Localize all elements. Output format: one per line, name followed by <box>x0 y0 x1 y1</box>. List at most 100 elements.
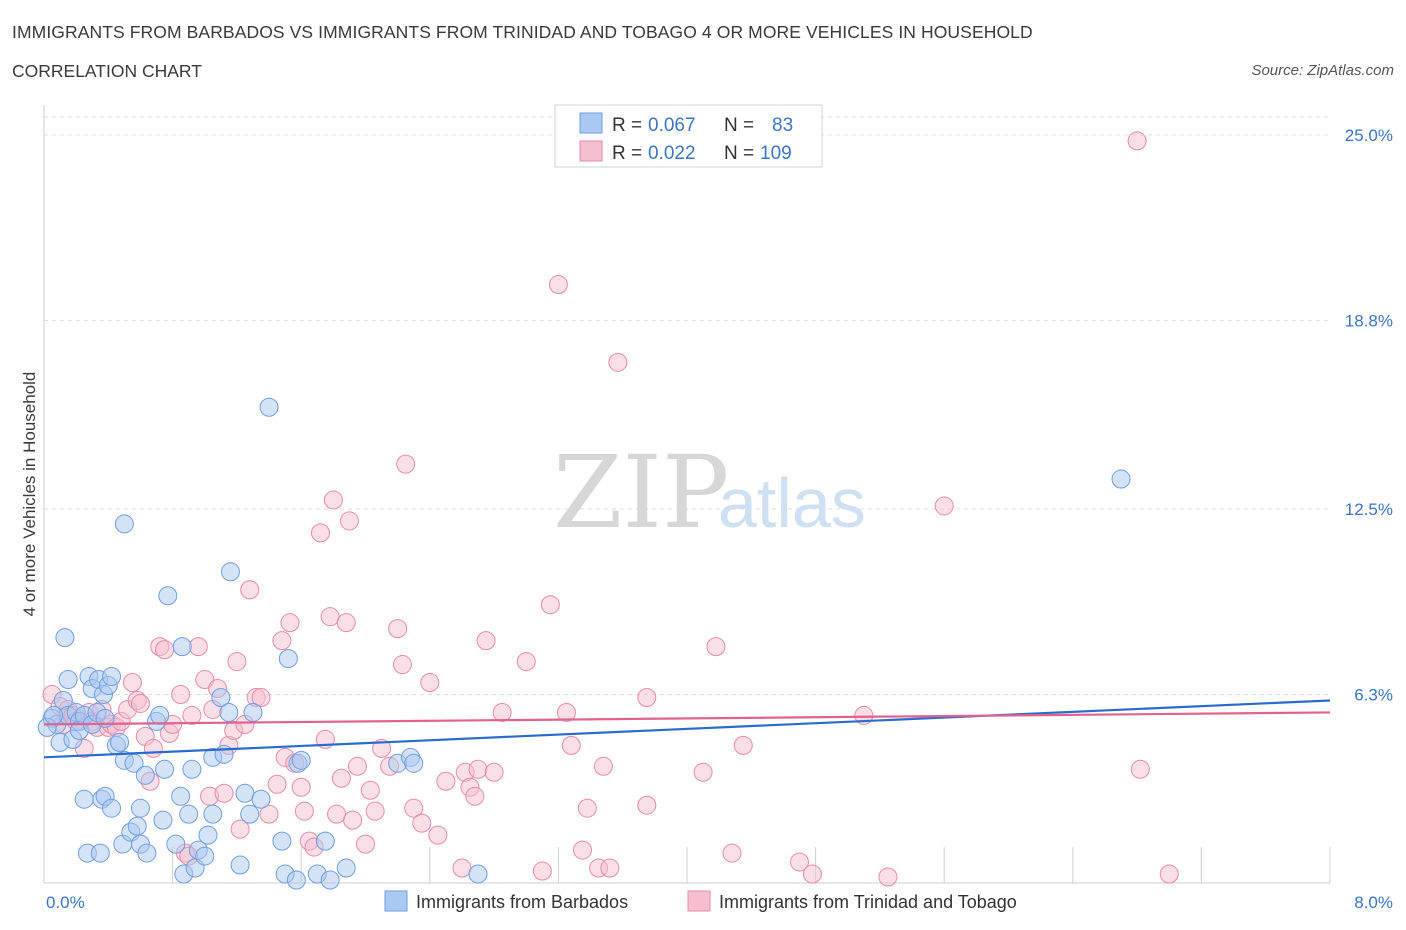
blue-point-37 <box>137 843 157 863</box>
pink-point-29 <box>182 705 202 725</box>
legend-blue-n-value: 83 <box>772 115 793 136</box>
pink-point-110 <box>1159 864 1179 884</box>
pink-point-104 <box>802 864 822 884</box>
legend-blue-r-label: R = <box>612 115 642 136</box>
blue-point-73 <box>336 858 356 878</box>
pink-point-101 <box>722 843 742 863</box>
y-tick-label-0: 6.3% <box>1354 685 1393 704</box>
bottom-legend-pink-label: Immigrants from Trinidad and Tobago <box>719 892 1017 912</box>
top-legend: R = 0.067 N = 83 R = 0.022 N = 109 <box>554 104 823 168</box>
blue-point-29 <box>114 514 134 534</box>
legend-pink-r-value: 0.022 <box>648 143 696 164</box>
trend-lines <box>43 699 1331 759</box>
blue-point-81 <box>90 843 110 863</box>
chart-title: IMMIGRANTS FROM BARBADOS VS IMMIGRANTS F… <box>12 22 1033 42</box>
pink-point-57 <box>323 490 343 510</box>
series-barbados-points <box>37 397 1131 890</box>
blue-point-56 <box>219 702 239 722</box>
pink-point-41 <box>240 580 260 600</box>
pink-point-71 <box>396 454 416 474</box>
series-trinidad-points <box>42 131 1179 887</box>
blue-point-5 <box>55 628 75 648</box>
pink-point-66 <box>365 801 385 821</box>
blue-point-61 <box>243 702 263 722</box>
x-tick-label-0: 0.0% <box>46 893 85 912</box>
bottom-legend-pink-swatch <box>687 890 711 912</box>
bottom-legend-blue-label: Immigrants from Barbados <box>416 892 628 912</box>
pink-point-86 <box>532 861 552 881</box>
pink-point-60 <box>336 613 356 633</box>
blue-point-63 <box>259 397 279 417</box>
pink-point-23 <box>155 640 175 660</box>
blue-point-40 <box>153 810 173 830</box>
pink-point-83 <box>484 762 504 782</box>
blue-point-43 <box>166 834 186 854</box>
blue-point-6 <box>58 670 78 690</box>
blue-point-52 <box>198 825 218 845</box>
pink-point-102 <box>733 735 753 755</box>
legend-blue-swatch <box>579 112 603 134</box>
pink-point-43 <box>251 687 271 707</box>
blue-point-69 <box>291 750 311 770</box>
blue-point-64 <box>272 831 292 851</box>
pink-point-73 <box>412 813 432 833</box>
pink-point-50 <box>291 777 311 797</box>
blue-point-62 <box>251 789 271 809</box>
legend-pink-n-value: 109 <box>760 143 792 164</box>
pink-point-69 <box>388 619 408 639</box>
pink-point-51 <box>294 801 314 821</box>
watermark-atlas: atlas <box>718 464 866 542</box>
blue-point-66 <box>278 649 298 669</box>
pink-point-16 <box>122 673 142 693</box>
pink-point-87 <box>540 595 560 615</box>
pink-point-44 <box>259 804 279 824</box>
pink-point-99 <box>693 762 713 782</box>
bottom-legend-blue-swatch <box>384 890 408 912</box>
pink-point-62 <box>343 810 363 830</box>
legend-pink-n-label: N = <box>724 143 754 164</box>
blue-point-55 <box>211 687 231 707</box>
legend-blue-n-label: N = <box>724 115 754 136</box>
y-tick-labels: 6.3% 12.5% 18.8% 25.0% <box>1345 126 1393 705</box>
pink-point-46 <box>272 631 292 651</box>
pink-point-91 <box>573 840 593 860</box>
pink-point-38 <box>227 652 247 672</box>
blue-point-42 <box>158 586 178 606</box>
chart-subtitle: CORRELATION CHART <box>12 61 202 81</box>
pink-point-74 <box>420 673 440 693</box>
blue-point-72 <box>320 870 340 890</box>
pink-point-63 <box>347 756 367 776</box>
pink-point-95 <box>600 858 620 878</box>
blue-point-34 <box>130 798 150 818</box>
blue-point-78 <box>1111 469 1131 489</box>
pink-point-18 <box>130 693 150 713</box>
blue-point-44 <box>171 786 191 806</box>
pink-point-59 <box>331 768 351 788</box>
pink-point-92 <box>577 798 597 818</box>
pink-point-76 <box>436 771 456 791</box>
pink-point-39 <box>230 819 250 839</box>
blue-point-80 <box>44 705 64 725</box>
blue-point-47 <box>179 804 199 824</box>
pink-point-88 <box>548 275 568 295</box>
blue-point-71 <box>315 831 335 851</box>
pink-point-98 <box>637 795 657 815</box>
blue-point-27 <box>110 732 130 752</box>
x-ticks: 0.0% 8.0% <box>43 847 1393 912</box>
grid-lines <box>44 116 1330 695</box>
y-axis-label: 4 or more Vehicles in Household <box>20 372 39 617</box>
pink-point-56 <box>320 607 340 627</box>
blue-point-67 <box>286 870 306 890</box>
pink-point-48 <box>280 613 300 633</box>
blue-point-51 <box>195 846 215 866</box>
pink-point-85 <box>516 652 536 672</box>
watermark: ZIP atlas <box>553 434 866 551</box>
blue-point-33 <box>127 816 147 836</box>
y-tick-label-3: 25.0% <box>1345 126 1393 145</box>
pink-point-103 <box>790 852 810 872</box>
legend-pink-swatch <box>579 140 603 162</box>
pink-point-106 <box>878 867 898 887</box>
pink-point-94 <box>593 756 613 776</box>
blue-point-36 <box>135 765 155 785</box>
